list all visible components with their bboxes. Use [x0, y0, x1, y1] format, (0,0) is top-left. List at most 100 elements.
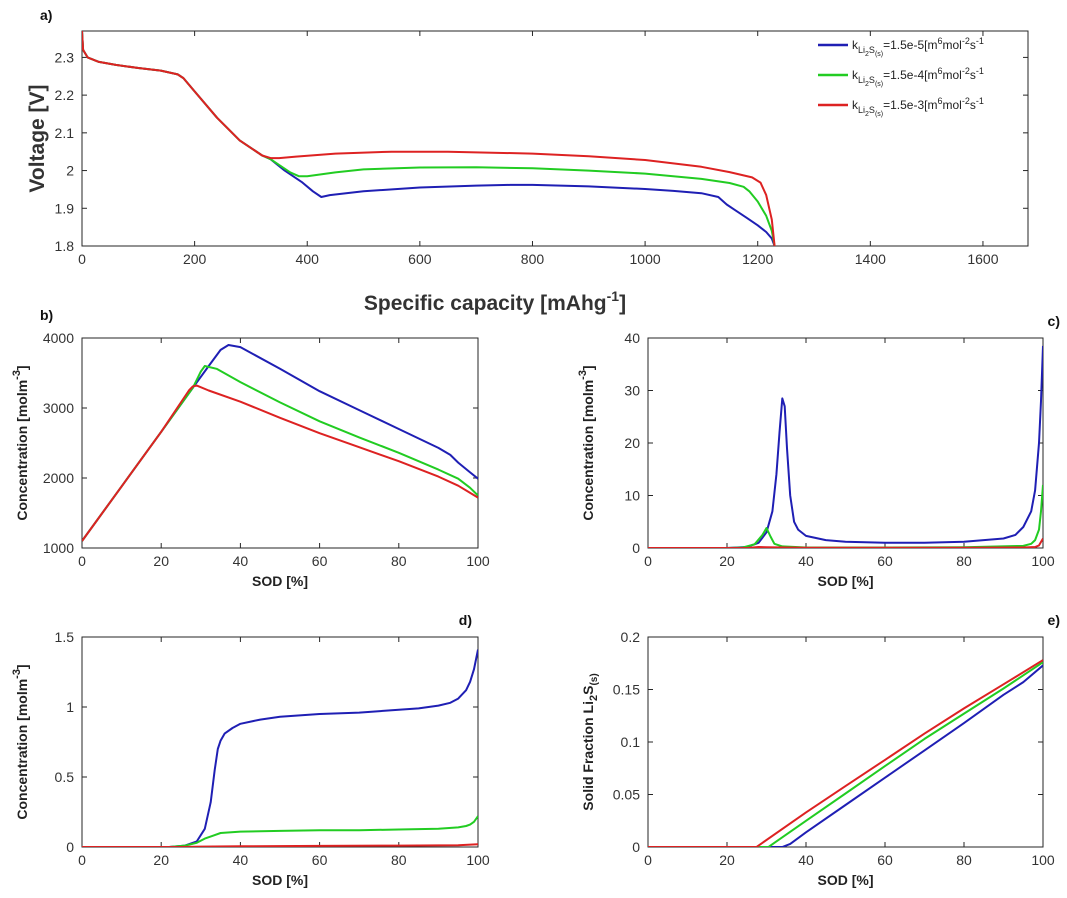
series-line-2: [82, 31, 776, 246]
y-axis-label: Voltage [V]: [26, 84, 49, 192]
y-axis-label-end: ]: [14, 365, 30, 370]
y-axis-label-mid: S: [580, 686, 596, 695]
x-tick-label: 60: [877, 553, 893, 569]
x-axis-label: SOD [%]: [252, 872, 308, 888]
x-axis-label: SOD [%]: [818, 872, 874, 888]
chart-panel-d: 0 20 40 60 80 100 0 0.5 1 1.5 d) SOD [%] Concentrati…: [11, 612, 490, 888]
x-tick-label: 40: [233, 553, 249, 569]
chart-panel-a: 0 200 400 600 800 1000 1200 1400 1600 1.8 1.9 2 2.1 2…: [26, 7, 1029, 315]
y-axis-label: Concentration [molm-3]: [11, 664, 30, 819]
y-axis-label: Solid Fraction Li2S(s): [580, 673, 600, 810]
y-tick-label: 0.05: [613, 787, 640, 803]
series-line-2: [82, 815, 478, 847]
series-line-1: [82, 344, 478, 542]
axes-box: [647, 337, 1044, 549]
y-tick-label: 2000: [43, 470, 74, 486]
series-line-3: [82, 843, 478, 847]
series-line-1: [648, 345, 1043, 548]
legend-sub: (s): [875, 111, 883, 118]
chart-panel-b: 0 20 40 60 80 100 1000 2000 3000 4000 b) SOD [%] Con…: [11, 307, 490, 589]
axes-box: [647, 636, 1044, 848]
x-tick-label: 60: [312, 852, 328, 868]
y-tick-label: 0: [632, 839, 640, 855]
legend-value: =1.5e-4[m: [883, 68, 937, 82]
legend-k: k: [852, 98, 859, 112]
series-line-1: [82, 31, 776, 246]
x-tick-label: 80: [956, 553, 972, 569]
series-line-2: [648, 484, 1043, 548]
y-tick-label: 0.5: [55, 769, 75, 785]
series-group: [82, 31, 776, 246]
y-tick-label: 4000: [43, 330, 74, 346]
x-tick-label: 80: [956, 852, 972, 868]
x-tick-label: 0: [78, 852, 86, 868]
x-axis-label-sup: -1: [607, 288, 620, 304]
y-axis-label: Concentration [molm-3]: [11, 365, 30, 520]
x-tick-label: 80: [391, 852, 407, 868]
legend-s: s: [970, 98, 976, 112]
legend-sub: Li: [858, 75, 865, 85]
x-tick-label: 0: [644, 852, 652, 868]
x-tick-label: 40: [798, 553, 814, 569]
x-tick-label: 20: [719, 553, 735, 569]
x-tick-label: 40: [233, 852, 249, 868]
legend-s: s: [970, 68, 976, 82]
y-tick-label: 3000: [43, 400, 74, 416]
legend-sup: -1: [976, 96, 984, 106]
y-axis-label-end: ]: [580, 365, 596, 370]
legend-sup: -1: [976, 66, 984, 76]
x-tick-label: 100: [1031, 852, 1055, 868]
x-axis-label-text: Specific capacity [mAhg: [364, 292, 607, 315]
legend-sub: 2: [865, 111, 869, 118]
legend-mid: mol: [943, 38, 962, 52]
legend-sup: 6: [937, 96, 942, 106]
y-tick-label: 1.8: [55, 238, 75, 254]
series-line-2: [648, 661, 1043, 847]
y-axis-label: Concentration [molm-3]: [577, 365, 596, 520]
legend-s: s: [970, 38, 976, 52]
y-axis-label-text: Concentration [molm: [580, 380, 596, 521]
y-tick-label: 2.1: [55, 125, 75, 141]
x-axis-label-end: ]: [619, 292, 626, 315]
series-group: [82, 649, 478, 847]
y-tick-label: 1.5: [55, 629, 75, 645]
y-axis-label-sub: 2: [588, 695, 600, 701]
legend-value: =1.5e-3[m: [883, 98, 937, 112]
series-group: [648, 345, 1043, 548]
x-tick-label: 1200: [742, 251, 773, 267]
x-tick-label: 800: [521, 251, 545, 267]
y-tick-label: 1.9: [55, 200, 75, 216]
y-tick-label: 2.3: [55, 49, 75, 65]
panel-label: c): [1048, 313, 1060, 329]
series-group: [648, 659, 1043, 847]
series-group: [82, 344, 478, 542]
legend-sub: 2: [865, 81, 869, 88]
axes-box: [81, 636, 479, 848]
legend-label-2: kLi2S(s)=1.5e-4[m6mol-2s-1: [852, 66, 984, 88]
x-tick-label: 20: [719, 852, 735, 868]
panel-label: b): [40, 307, 53, 323]
legend-value: =1.5e-5[m: [883, 38, 937, 52]
legend-k: k: [852, 68, 859, 82]
x-tick-label: 1000: [630, 251, 661, 267]
x-tick-label: 20: [153, 852, 169, 868]
y-tick-label: 30: [624, 383, 640, 399]
legend-sup: 6: [937, 66, 942, 76]
y-tick-label: 20: [624, 435, 640, 451]
y-axis-label-sup: -3: [11, 370, 23, 380]
legend-sup: -2: [962, 66, 970, 76]
x-tick-label: 0: [78, 251, 86, 267]
y-axis-label-end: ]: [14, 664, 30, 669]
y-tick-label: 40: [624, 330, 640, 346]
legend-sub: 2: [865, 51, 869, 58]
x-tick-label: 100: [466, 553, 490, 569]
axes-box: [81, 30, 1029, 247]
y-tick-label: 2: [66, 163, 74, 179]
legend-label-3: kLi2S(s)=1.5e-3[m6mol-2s-1: [852, 96, 984, 118]
legend: kLi2S(s)=1.5e-5[m6mol-2s-1kLi2S(s)=1.5e-…: [818, 36, 984, 118]
y-tick-label: 10: [624, 488, 640, 504]
x-tick-label: 600: [408, 251, 432, 267]
legend-sub: (s): [875, 81, 883, 88]
series-line-3: [648, 537, 1043, 548]
